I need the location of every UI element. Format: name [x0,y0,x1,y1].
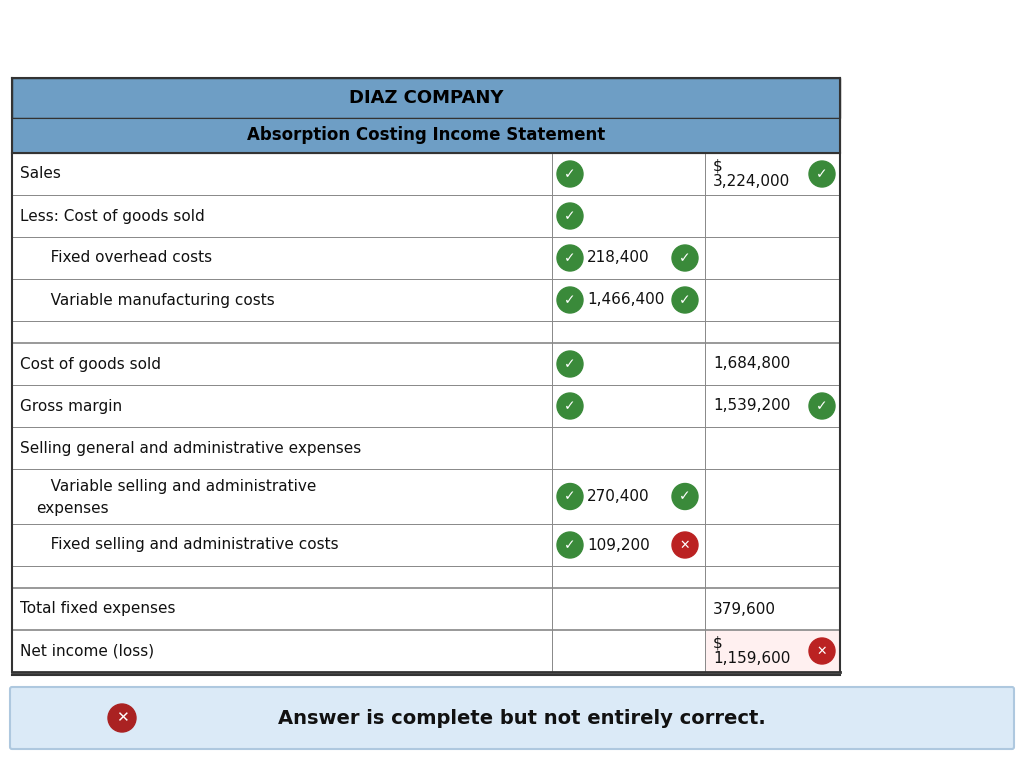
Bar [705,630,840,672]
Bar [12,195,840,237]
Text: Variable selling and administrative: Variable selling and administrative [36,479,316,494]
Bar [12,427,840,469]
Bar [12,630,840,672]
Text: Total fixed expenses: Total fixed expenses [20,602,175,616]
Circle shape [809,393,835,419]
Text: ✓: ✓ [564,167,575,181]
Text: ✕: ✕ [817,644,827,658]
Text: ✓: ✓ [816,399,827,413]
Circle shape [557,203,583,229]
Text: 1,684,800: 1,684,800 [713,357,791,372]
Circle shape [557,245,583,271]
Text: ✓: ✓ [679,251,691,265]
Text: $: $ [713,636,723,651]
Text: ✕: ✕ [116,711,128,725]
Text: Absorption Costing Income Statement: Absorption Costing Income Statement [247,126,605,145]
Text: Net income (loss): Net income (loss) [20,643,155,659]
Text: ✓: ✓ [564,490,575,503]
Text: 109,200: 109,200 [587,537,650,553]
Circle shape [557,532,583,558]
Text: ✓: ✓ [679,490,691,503]
Text: 1,466,400: 1,466,400 [587,292,665,307]
Text: ✓: ✓ [816,167,827,181]
Bar [12,469,840,524]
Circle shape [557,161,583,187]
Text: 270,400: 270,400 [587,489,649,504]
Bar [12,321,840,343]
Circle shape [557,393,583,419]
Text: ✓: ✓ [564,293,575,307]
Circle shape [672,484,698,509]
Text: ✓: ✓ [564,538,575,552]
Circle shape [108,704,136,732]
Text: Less: Cost of goods sold: Less: Cost of goods sold [20,208,205,223]
Text: Sales: Sales [20,167,60,182]
Text: ✓: ✓ [564,357,575,371]
Text: expenses: expenses [36,501,109,516]
Text: 3,224,000: 3,224,000 [713,174,791,189]
Bar [12,524,840,566]
Text: ✓: ✓ [679,293,691,307]
Text: ✓: ✓ [564,209,575,223]
Circle shape [557,287,583,313]
Text: Fixed overhead costs: Fixed overhead costs [36,251,212,266]
Text: Answer is complete but not entirely correct.: Answer is complete but not entirely corr… [279,709,766,727]
Text: 218,400: 218,400 [587,251,649,266]
Bar [12,588,840,630]
Text: DIAZ COMPANY: DIAZ COMPANY [349,89,503,107]
Bar [705,630,840,672]
Circle shape [557,351,583,377]
Text: Selling general and administrative expenses: Selling general and administrative expen… [20,441,361,456]
FancyBboxPatch shape [10,687,1014,749]
Bar [12,78,840,118]
Text: ✕: ✕ [680,538,690,552]
Text: ✓: ✓ [564,399,575,413]
Bar [12,237,840,279]
Bar [12,118,840,153]
Text: 379,600: 379,600 [713,602,776,616]
Text: Variable manufacturing costs: Variable manufacturing costs [36,292,274,307]
Bar [12,385,840,427]
Text: $: $ [713,159,723,174]
Bar [12,153,840,195]
Bar [12,279,840,321]
Text: Fixed selling and administrative costs: Fixed selling and administrative costs [36,537,339,553]
Text: ✓: ✓ [564,251,575,265]
Circle shape [557,484,583,509]
Circle shape [672,532,698,558]
Text: 1,159,600: 1,159,600 [713,651,791,666]
Bar [12,343,840,385]
Circle shape [809,638,835,664]
Bar [12,566,840,588]
Circle shape [809,161,835,187]
Text: Cost of goods sold: Cost of goods sold [20,357,161,372]
Text: Gross margin: Gross margin [20,398,122,413]
Text: 1,539,200: 1,539,200 [713,398,791,413]
Circle shape [672,287,698,313]
Circle shape [672,245,698,271]
